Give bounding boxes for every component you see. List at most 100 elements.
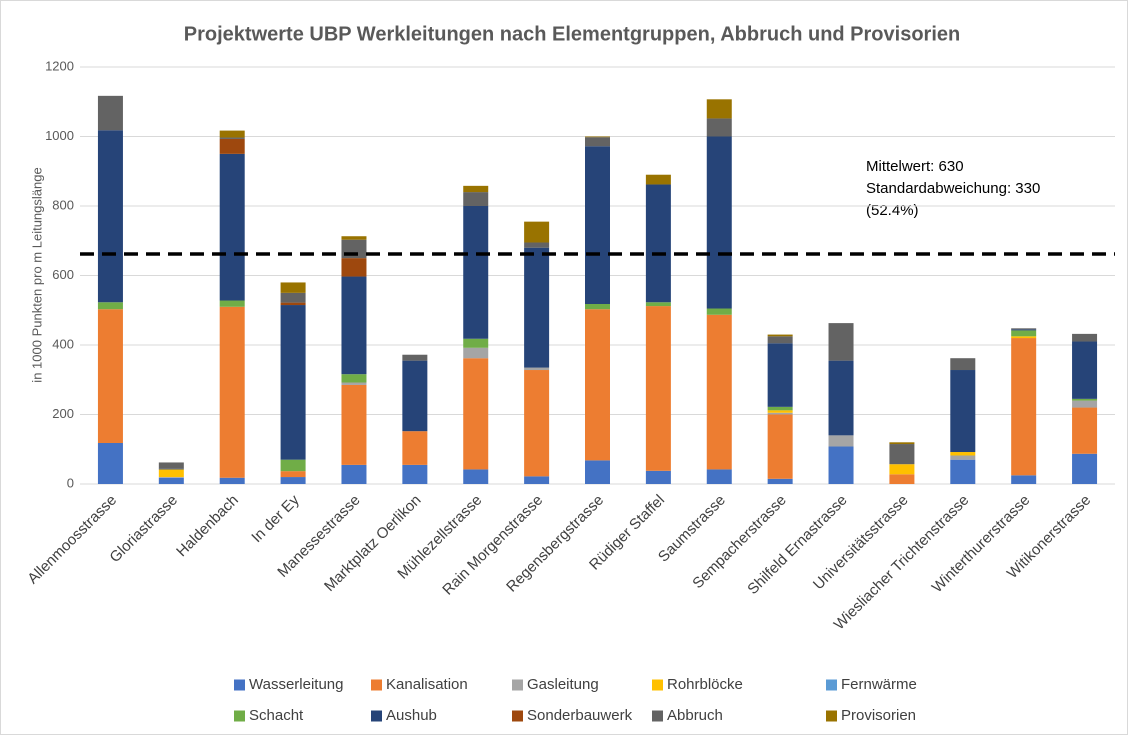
- bar-segment: [524, 367, 550, 371]
- legend-swatch: [652, 679, 663, 691]
- y-tick-label: 1200: [45, 58, 74, 73]
- bar-segment: [219, 306, 245, 478]
- legend-label: Wasserleitung: [249, 676, 343, 693]
- y-tick-label: 1000: [45, 128, 74, 143]
- bar-segment: [463, 206, 489, 339]
- bar-segment: [341, 382, 367, 385]
- bar-segment: [97, 130, 123, 303]
- bar-segment: [158, 462, 184, 469]
- bar-segment: [341, 374, 367, 383]
- bar-segment: [767, 343, 793, 407]
- bar-segment: [585, 136, 610, 138]
- legend-label: Kanalisation: [386, 676, 468, 693]
- bar-segment: [463, 469, 489, 484]
- y-tick-label: 0: [67, 475, 74, 490]
- bar-segment: [219, 300, 245, 307]
- legend-swatch: [826, 679, 837, 691]
- bar-segment: [645, 184, 671, 303]
- bar-segment: [645, 306, 671, 471]
- bar-segment: [402, 354, 428, 361]
- bar-segment: [889, 474, 915, 484]
- bar-segment: [524, 247, 550, 368]
- bar-segment: [706, 99, 732, 119]
- bar-segment: [402, 360, 428, 432]
- bar-segment: [645, 302, 671, 307]
- annotation: (52.4%): [866, 202, 919, 219]
- legend-label: Aushub: [386, 707, 437, 724]
- bar-segment: [97, 309, 123, 443]
- legend-swatch: [826, 710, 837, 722]
- bar-segment: [97, 302, 123, 310]
- bar-segment: [97, 95, 123, 131]
- bar-segment: [219, 138, 245, 154]
- bar-segment: [1011, 330, 1037, 337]
- legend-label: Sonderbauwerk: [527, 707, 633, 724]
- bar-segment: [402, 431, 428, 465]
- bar-segment: [706, 118, 732, 137]
- bar-segment: [524, 221, 550, 243]
- bar-segment: [219, 137, 245, 139]
- bar-segment: [341, 258, 367, 277]
- y-tick-label: 600: [52, 267, 74, 282]
- bar-segment: [158, 477, 184, 478]
- bar-segment: [889, 464, 915, 475]
- annotation: Mittelwert: 630: [866, 158, 964, 175]
- bar-segment: [158, 469, 184, 478]
- legend-swatch: [652, 710, 663, 722]
- bar-segment: [524, 476, 550, 484]
- bar-segment: [1072, 400, 1098, 408]
- bar-segment: [767, 478, 793, 484]
- bar-segment: [706, 136, 732, 309]
- legend-label: Rohrblöcke: [667, 676, 743, 693]
- bar-segment: [280, 292, 306, 303]
- bar-segment: [280, 305, 306, 460]
- bar-segment: [767, 412, 793, 415]
- bar-segment: [950, 358, 976, 371]
- bar-segment: [1011, 328, 1037, 330]
- bar-segment: [585, 460, 610, 484]
- bar-segment: [767, 336, 793, 344]
- bar-segment: [463, 185, 489, 193]
- bar-segment: [706, 314, 732, 470]
- y-tick-label: 200: [52, 406, 74, 421]
- bar-segment: [767, 334, 793, 337]
- bar-segment: [767, 410, 793, 413]
- bar-segment: [828, 446, 854, 484]
- bar-segment: [767, 414, 793, 479]
- legend-swatch: [512, 710, 523, 722]
- bar-segment: [950, 455, 976, 460]
- bar-segment: [158, 477, 184, 484]
- legend-swatch: [371, 710, 382, 722]
- bar-segment: [828, 360, 854, 436]
- bar-segment: [402, 464, 428, 484]
- annotation: Standardabweichung: 330: [866, 180, 1040, 197]
- bar-segment: [585, 309, 610, 461]
- bar-segment: [706, 308, 732, 315]
- bar-segment: [1072, 407, 1098, 454]
- bar-segment: [280, 471, 306, 478]
- bar-segment: [341, 464, 367, 484]
- bar-segment: [524, 242, 550, 248]
- bar-segment: [1072, 453, 1098, 484]
- bar-segment: [1011, 329, 1037, 331]
- bar-segment: [97, 442, 123, 484]
- bar-segment: [1011, 336, 1037, 339]
- bar-segment: [280, 302, 306, 306]
- legend-label: Gasleitung: [527, 676, 599, 693]
- bar-segment: [585, 137, 610, 147]
- bar-segment: [950, 370, 976, 453]
- bar-segment: [280, 477, 306, 484]
- bar-segment: [767, 406, 793, 411]
- y-tick-label: 800: [52, 197, 74, 212]
- legend-swatch: [371, 679, 382, 691]
- bar-segment: [1072, 398, 1098, 401]
- bar-segment: [219, 130, 245, 138]
- bar-segment: [280, 459, 306, 472]
- bar-segment: [1011, 475, 1037, 484]
- bar-segment: [585, 303, 610, 310]
- bar-segment: [463, 338, 489, 348]
- bar-segment: [1072, 341, 1098, 399]
- bar-segment: [1011, 338, 1037, 476]
- bar-segment: [341, 384, 367, 465]
